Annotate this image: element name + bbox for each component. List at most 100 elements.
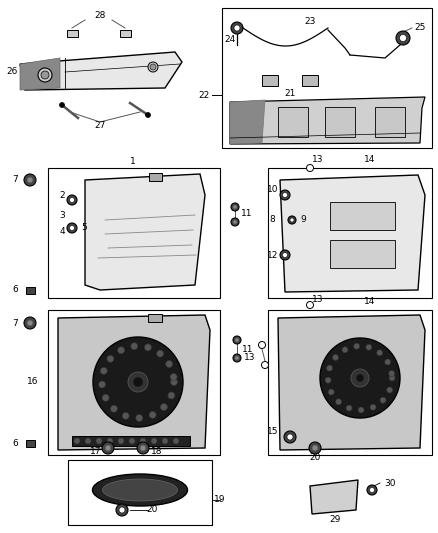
Circle shape xyxy=(93,337,183,427)
Circle shape xyxy=(233,205,237,209)
Circle shape xyxy=(128,372,148,392)
Text: 11: 11 xyxy=(242,344,254,353)
Circle shape xyxy=(70,198,74,202)
Text: 20: 20 xyxy=(309,454,321,463)
Text: 14: 14 xyxy=(364,297,376,306)
Bar xyxy=(375,107,405,137)
Circle shape xyxy=(377,350,383,356)
Circle shape xyxy=(117,346,124,354)
Bar xyxy=(120,29,131,36)
Circle shape xyxy=(284,431,296,443)
Text: 2: 2 xyxy=(59,191,65,200)
Text: 11: 11 xyxy=(241,209,253,219)
Circle shape xyxy=(110,405,117,412)
Circle shape xyxy=(170,374,177,381)
Circle shape xyxy=(290,218,294,222)
Circle shape xyxy=(231,203,239,211)
Bar xyxy=(68,460,212,525)
Circle shape xyxy=(168,392,175,399)
Circle shape xyxy=(258,342,265,349)
Circle shape xyxy=(140,445,146,451)
Circle shape xyxy=(149,411,156,418)
Bar xyxy=(67,29,78,36)
Circle shape xyxy=(280,250,290,260)
Ellipse shape xyxy=(102,479,177,501)
Circle shape xyxy=(283,253,287,257)
Circle shape xyxy=(145,112,151,117)
Circle shape xyxy=(370,488,374,492)
Bar xyxy=(48,310,220,455)
Circle shape xyxy=(231,218,239,226)
Circle shape xyxy=(370,488,374,492)
Circle shape xyxy=(332,354,339,360)
Text: 10: 10 xyxy=(266,185,278,195)
Circle shape xyxy=(234,25,240,31)
Circle shape xyxy=(137,442,149,454)
Bar xyxy=(72,436,190,446)
Circle shape xyxy=(234,25,240,31)
Circle shape xyxy=(235,356,239,360)
Circle shape xyxy=(370,404,376,410)
Circle shape xyxy=(27,177,33,183)
Text: 12: 12 xyxy=(267,251,278,260)
Circle shape xyxy=(336,399,342,405)
Circle shape xyxy=(396,31,410,45)
Circle shape xyxy=(102,394,109,401)
Bar xyxy=(278,107,308,137)
Circle shape xyxy=(353,343,360,349)
Text: 7: 7 xyxy=(12,319,18,327)
Circle shape xyxy=(102,442,114,454)
Text: 29: 29 xyxy=(329,515,341,524)
Circle shape xyxy=(288,216,296,224)
Text: 16: 16 xyxy=(27,377,38,386)
Circle shape xyxy=(235,338,239,342)
Circle shape xyxy=(162,438,168,444)
Circle shape xyxy=(283,192,287,198)
Circle shape xyxy=(325,377,331,383)
Text: 27: 27 xyxy=(94,122,106,131)
Text: 13: 13 xyxy=(312,295,324,304)
Bar xyxy=(148,314,162,322)
Circle shape xyxy=(70,198,74,203)
Polygon shape xyxy=(310,480,358,514)
Circle shape xyxy=(356,374,364,382)
Text: 1: 1 xyxy=(130,157,136,166)
Polygon shape xyxy=(85,174,205,290)
Text: 4: 4 xyxy=(59,228,65,237)
Text: 24: 24 xyxy=(224,36,236,44)
Circle shape xyxy=(96,438,102,444)
Bar xyxy=(325,107,355,137)
Circle shape xyxy=(129,438,135,444)
Bar xyxy=(25,440,35,447)
Circle shape xyxy=(157,350,164,357)
Circle shape xyxy=(160,403,167,410)
Text: 20: 20 xyxy=(146,505,158,514)
Text: 13: 13 xyxy=(312,156,324,165)
Circle shape xyxy=(38,68,52,82)
Circle shape xyxy=(312,445,318,451)
Circle shape xyxy=(346,405,352,411)
Circle shape xyxy=(74,438,80,444)
Circle shape xyxy=(385,359,391,365)
Circle shape xyxy=(70,226,74,230)
Circle shape xyxy=(309,442,321,454)
Circle shape xyxy=(119,507,125,513)
Text: 13: 13 xyxy=(244,352,255,361)
Text: 17: 17 xyxy=(90,448,102,456)
Text: 6: 6 xyxy=(12,439,18,448)
Circle shape xyxy=(287,434,293,440)
Circle shape xyxy=(27,320,33,326)
Bar xyxy=(268,168,432,298)
Circle shape xyxy=(119,507,125,513)
Circle shape xyxy=(60,102,64,108)
Circle shape xyxy=(99,381,106,388)
Circle shape xyxy=(280,190,290,200)
Bar xyxy=(302,75,318,85)
Circle shape xyxy=(145,344,152,351)
Text: 8: 8 xyxy=(269,215,275,224)
Circle shape xyxy=(122,413,129,419)
Bar xyxy=(222,8,432,148)
Circle shape xyxy=(233,354,241,362)
Ellipse shape xyxy=(92,474,187,506)
Circle shape xyxy=(100,367,107,374)
